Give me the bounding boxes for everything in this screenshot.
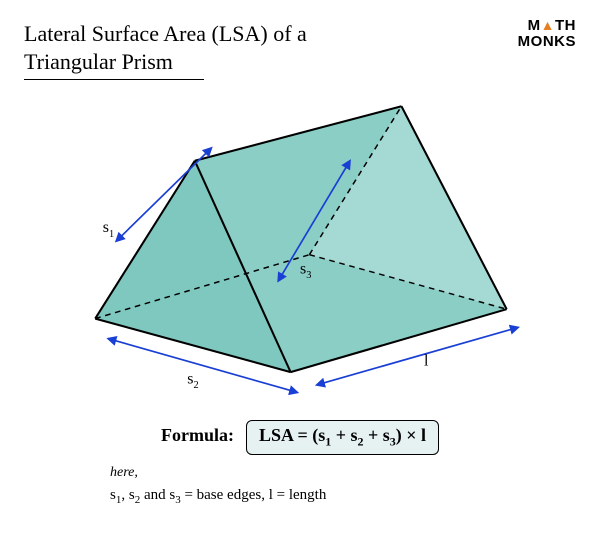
formula-suffix: ) × l — [396, 425, 426, 445]
formula-mid1: + s — [331, 425, 357, 445]
def-rest: = base edges, l = length — [181, 487, 327, 503]
logo-text-th: TH — [555, 17, 576, 34]
svg-text:s1: s1 — [103, 219, 114, 240]
prism-diagram: s1s2s3l — [40, 95, 560, 405]
title-line-1: Lateral Surface Area (LSA) of a — [24, 20, 307, 48]
logo-text-monks: MONKS — [518, 33, 576, 50]
logo-text-m: M — [528, 17, 541, 34]
svg-text:l: l — [424, 353, 429, 370]
brand-logo: M▲TH MONKS — [518, 18, 576, 50]
title-line-2: Triangular Prism — [24, 48, 307, 76]
formula-box: LSA = (s1 + s2 + s3) × l — [246, 420, 439, 455]
formula-label: Formula: — [161, 425, 234, 445]
definitions-line: s1, s2 and s3 = base edges, l = length — [110, 487, 326, 506]
logo-triangle-icon: ▲ — [541, 18, 555, 33]
title-underline — [24, 79, 204, 80]
definitions-here: here, — [110, 465, 326, 481]
title-block: Lateral Surface Area (LSA) of a Triangul… — [24, 20, 307, 80]
formula-prefix: LSA = (s — [259, 425, 325, 445]
svg-text:s2: s2 — [187, 370, 198, 391]
formula-row: Formula: LSA = (s1 + s2 + s3) × l — [0, 420, 600, 455]
def-s2: , s — [121, 487, 134, 503]
formula-mid2: + s — [364, 425, 390, 445]
prism-faces — [95, 106, 506, 372]
definitions: here, s1, s2 and s3 = base edges, l = le… — [110, 465, 326, 506]
def-s3: and s — [140, 487, 175, 503]
